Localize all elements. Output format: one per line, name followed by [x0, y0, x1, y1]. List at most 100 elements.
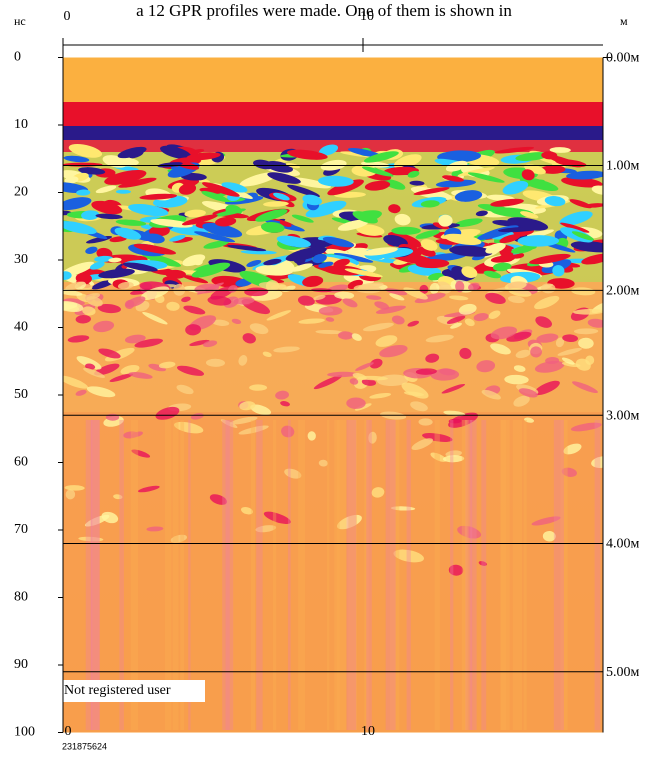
y-tick-label: 50 [14, 387, 28, 402]
texture [351, 333, 362, 341]
texture [561, 362, 581, 367]
texture [571, 287, 596, 296]
texture [401, 382, 429, 399]
texture [63, 197, 92, 211]
texture [275, 390, 289, 400]
texture [415, 229, 440, 239]
texture [169, 234, 186, 242]
texture [461, 420, 467, 730]
texture [298, 420, 306, 730]
texture [569, 199, 592, 209]
texture [411, 438, 433, 451]
texture [477, 204, 518, 215]
texture [561, 357, 575, 365]
texture [263, 201, 289, 207]
texture [385, 420, 396, 730]
texture [464, 318, 475, 327]
texture [451, 266, 464, 275]
texture [78, 167, 106, 175]
depth-label: 3.00м [606, 408, 640, 423]
texture [454, 218, 483, 227]
texture [246, 259, 262, 267]
texture [108, 257, 122, 263]
texture [203, 240, 229, 249]
texture [458, 303, 477, 315]
texture [255, 209, 288, 222]
texture [391, 226, 421, 235]
texture [140, 286, 170, 300]
texture [563, 443, 582, 455]
texture [542, 530, 556, 542]
texture [587, 318, 603, 328]
texture [422, 433, 453, 442]
texture [117, 146, 147, 159]
texture [145, 233, 165, 244]
texture [63, 271, 72, 280]
texture [325, 317, 335, 322]
texture [263, 511, 291, 524]
texture [287, 184, 320, 198]
texture [81, 210, 100, 220]
texture [476, 360, 496, 373]
texture [261, 222, 285, 233]
texture [357, 282, 384, 290]
texture [227, 244, 267, 252]
texture [442, 175, 464, 182]
texture [191, 256, 203, 266]
texture [84, 514, 110, 527]
texture [90, 420, 100, 730]
texture [448, 412, 479, 428]
texture [122, 262, 158, 272]
y-tick-label: 20 [14, 185, 28, 200]
texture [183, 305, 206, 315]
texture [249, 384, 268, 391]
texture [562, 334, 578, 342]
y-tick-label: 70 [14, 522, 28, 537]
texture [352, 211, 378, 224]
texture [371, 487, 385, 498]
texture [561, 176, 603, 188]
texture [430, 368, 460, 381]
texture [572, 308, 603, 315]
texture [109, 373, 134, 382]
texture [540, 165, 566, 174]
texture [113, 494, 123, 500]
texture [176, 365, 205, 376]
texture [344, 268, 383, 278]
texture [95, 213, 123, 220]
texture [445, 160, 468, 172]
texture [499, 234, 521, 244]
texture [459, 347, 472, 359]
texture [337, 331, 354, 340]
texture [438, 214, 453, 227]
texture [352, 373, 367, 380]
texture [534, 380, 560, 396]
texture [63, 162, 103, 167]
x-tick-label: 10 [361, 724, 375, 739]
texture [488, 310, 501, 319]
texture [94, 255, 114, 263]
texture [327, 371, 358, 378]
texture [157, 162, 183, 168]
texture [212, 319, 230, 326]
texture [336, 514, 362, 530]
texture [155, 406, 180, 420]
texture [375, 335, 398, 347]
texture [182, 275, 209, 284]
texture [65, 489, 76, 500]
texture [240, 507, 254, 515]
texture [521, 169, 535, 181]
texture [420, 200, 440, 208]
texture [255, 525, 277, 533]
caption: a 12 GPR profiles were made. One of them… [136, 1, 512, 20]
texture [410, 401, 428, 412]
texture [185, 324, 202, 336]
texture [313, 294, 326, 301]
serial: 231875624 [62, 741, 107, 751]
surface-band [63, 57, 603, 103]
texture [481, 420, 487, 730]
x-axis-label: м [620, 14, 628, 28]
texture [297, 295, 315, 306]
texture [131, 449, 151, 458]
texture [366, 420, 372, 730]
